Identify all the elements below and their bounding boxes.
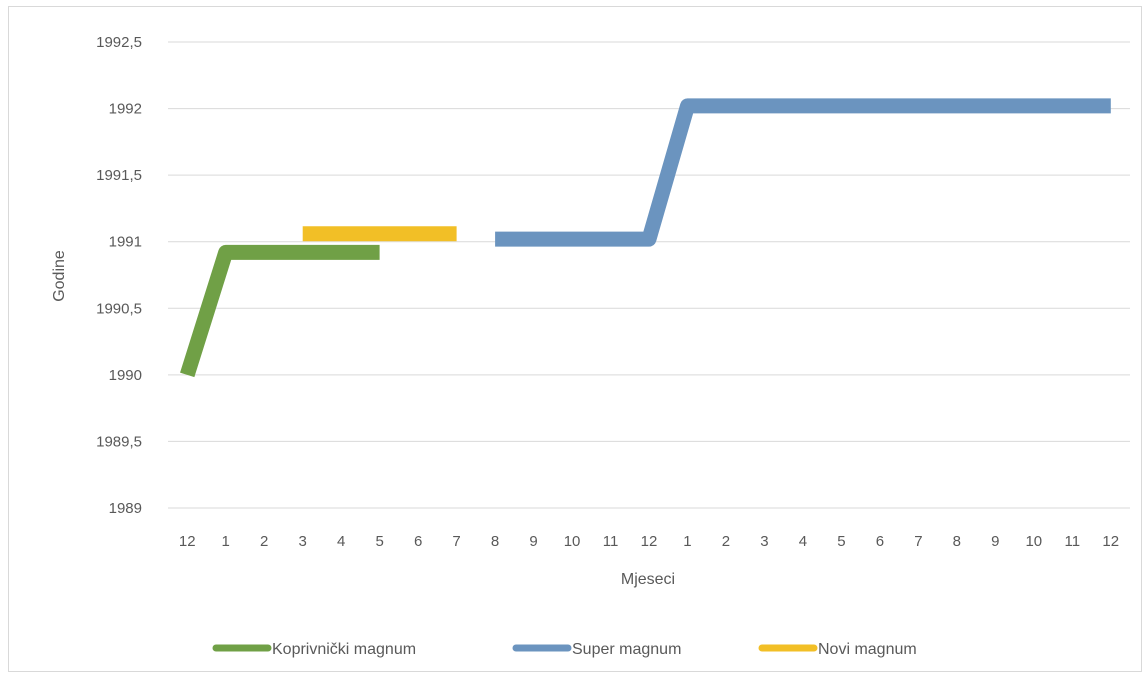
y-tick-label: 1990,5	[96, 300, 142, 317]
x-tick-label: 7	[914, 533, 922, 550]
x-tick-label: 5	[375, 533, 383, 550]
legend-label: Novi magnum	[818, 641, 917, 658]
x-tick-label: 5	[837, 533, 845, 550]
x-tick-label: 1	[222, 533, 230, 550]
x-axis-ticks: 12 1 2 3 4 5 6 7 8 9 10 11 12 1 2 3 4 5 6 7 8 9 10 11 12	[179, 533, 1119, 550]
x-tick-label: 8	[953, 533, 961, 550]
x-tick-label: 2	[722, 533, 730, 550]
y-tick-label: 1991	[109, 234, 142, 251]
legend-label: Koprivnički magnum	[272, 641, 416, 658]
x-tick-label: 7	[452, 533, 460, 550]
y-axis-title: Godine	[51, 250, 68, 302]
series-lines	[180, 98, 1111, 378]
x-tick-label: 6	[876, 533, 884, 550]
y-tick-label: 1992	[109, 101, 142, 118]
y-tick-label: 1990	[109, 367, 142, 384]
x-tick-label: 3	[299, 533, 307, 550]
x-tick-label: 9	[991, 533, 999, 550]
x-tick-label: 3	[760, 533, 768, 550]
y-tick-label: 1989,5	[96, 433, 142, 450]
series-line	[180, 244, 380, 378]
x-tick-label: 10	[564, 533, 581, 550]
legend: Koprivnički magnum Super magnum Novi magnu…	[212, 641, 917, 658]
y-axis-ticks: 1989 1989,5 1990 1990,5 1991 1991,5 1992 1992,5	[96, 34, 142, 517]
x-tick-label: 6	[414, 533, 422, 550]
x-tick-label: 4	[799, 533, 807, 550]
x-tick-label: 12	[1102, 533, 1119, 550]
y-tick-label: 1989	[109, 500, 142, 517]
x-tick-label: 8	[491, 533, 499, 550]
y-tick-label: 1991,5	[96, 167, 142, 184]
x-tick-label: 4	[337, 533, 345, 550]
legend-label: Super magnum	[572, 641, 681, 658]
x-tick-label: 9	[529, 533, 537, 550]
x-tick-label: 10	[1025, 533, 1042, 550]
x-axis-title: Mjeseci	[621, 571, 675, 588]
x-tick-label: 11	[603, 533, 619, 550]
series-line	[495, 98, 1111, 247]
x-tick-label: 11	[1064, 533, 1080, 550]
y-tick-label: 1992,5	[96, 34, 142, 51]
x-tick-label: 12	[641, 533, 658, 550]
x-tick-label: 12	[179, 533, 196, 550]
x-tick-label: 2	[260, 533, 268, 550]
x-tick-label: 1	[683, 533, 691, 550]
